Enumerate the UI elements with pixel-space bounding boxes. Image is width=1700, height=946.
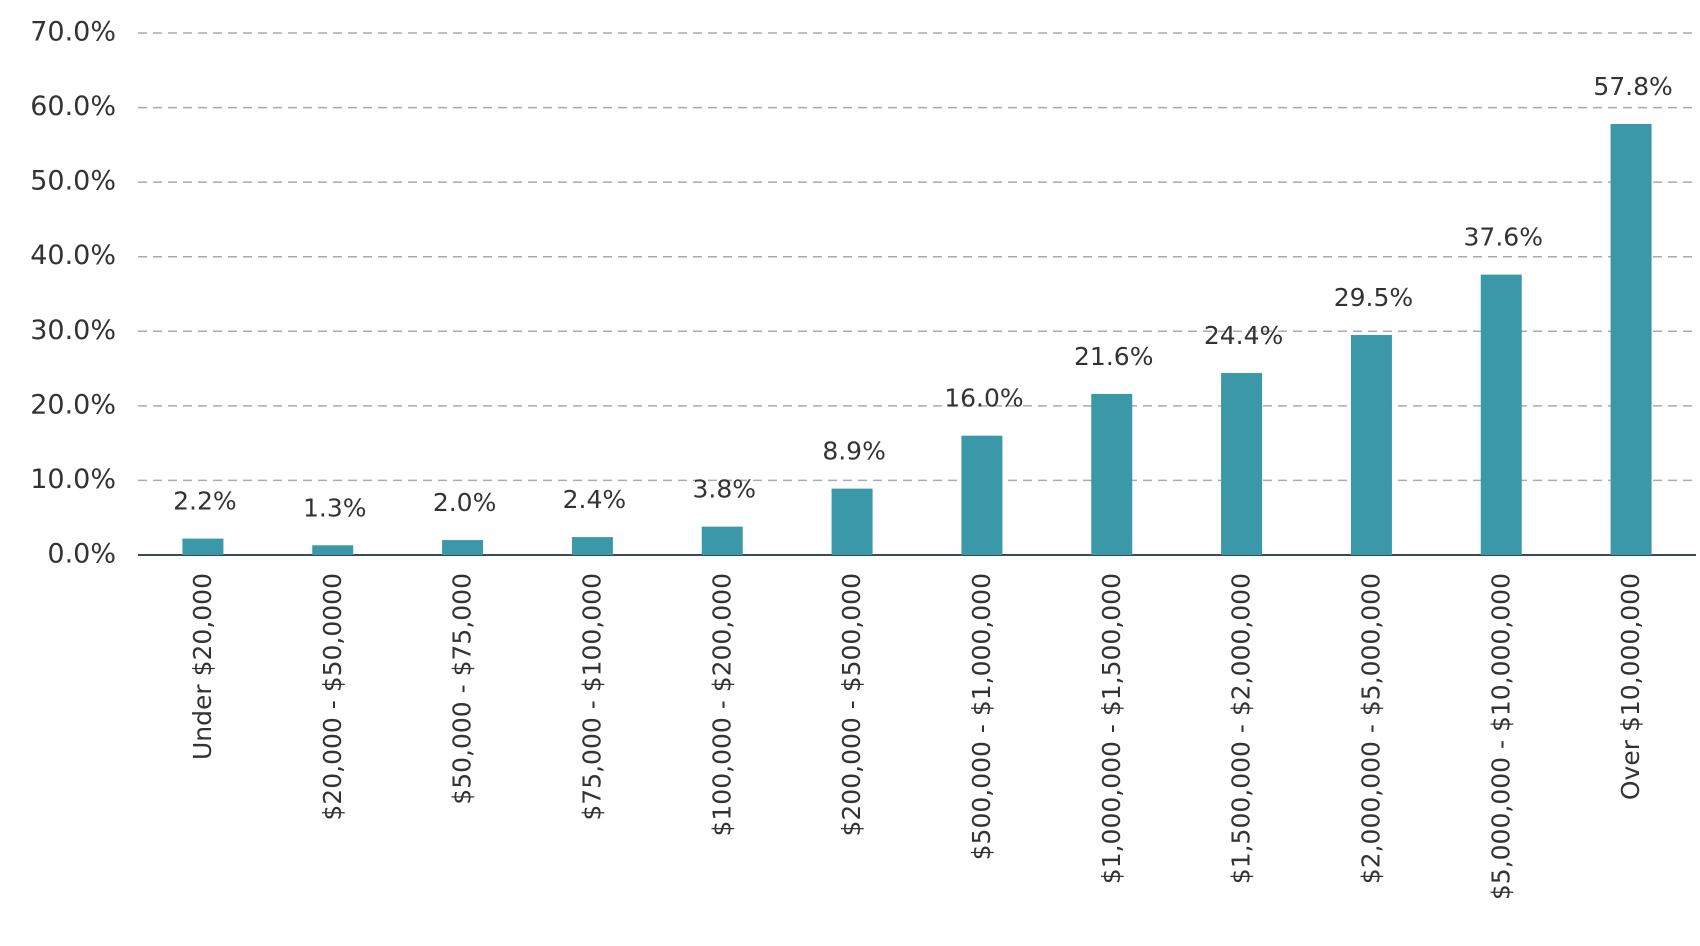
value-label: 37.6% xyxy=(1464,223,1543,252)
bar xyxy=(961,435,1003,555)
y-tick-label: 40.0% xyxy=(30,240,116,271)
x-tick-label: $75,000 - $100,000 xyxy=(577,573,606,821)
bar xyxy=(312,545,354,555)
y-tick-label: 30.0% xyxy=(30,315,116,346)
bar xyxy=(442,540,484,555)
x-tick-label: $100,000 - $200,000 xyxy=(707,573,736,837)
value-label: 3.8% xyxy=(692,475,756,504)
x-tick-label: $200,000 - $500,000 xyxy=(837,573,866,837)
y-tick-label: 70.0% xyxy=(30,17,116,48)
bar xyxy=(1221,373,1263,555)
value-label: 2.0% xyxy=(433,488,497,517)
y-tick-label: 20.0% xyxy=(30,389,116,420)
value-label: 1.3% xyxy=(303,493,367,522)
y-tick-label: 60.0% xyxy=(30,91,116,122)
bar xyxy=(1480,274,1522,555)
x-tick-label: $5,000,000 - $10,000,000 xyxy=(1486,573,1515,900)
value-label: 57.8% xyxy=(1593,72,1672,101)
y-tick-label: 50.0% xyxy=(30,166,116,197)
value-label: 29.5% xyxy=(1334,283,1413,312)
value-label: 8.9% xyxy=(822,437,886,466)
x-tick-label: $1,000,000 - $1,500,000 xyxy=(1097,573,1126,884)
value-label: 21.6% xyxy=(1074,342,1153,371)
x-tick-label: $2,000,000 - $5,000,000 xyxy=(1356,573,1385,884)
x-tick-label: $1,500,000 - $2,000,000 xyxy=(1227,573,1256,884)
x-tick-label: $20,000 - $50,0000 xyxy=(318,573,347,821)
x-tick-label: Over $10,000,000 xyxy=(1616,573,1645,800)
bar xyxy=(571,537,613,555)
bar xyxy=(831,488,873,555)
value-label: 24.4% xyxy=(1204,321,1283,350)
bar xyxy=(701,526,743,555)
x-tick-label: $50,000 - $75,000 xyxy=(448,573,477,805)
bar xyxy=(1610,123,1652,555)
value-label: 16.0% xyxy=(944,384,1023,413)
x-tick-label: $500,000 - $1,000,000 xyxy=(967,573,996,860)
bar xyxy=(1091,393,1133,555)
x-tick-label: Under $20,000 xyxy=(188,573,217,760)
bar xyxy=(1350,335,1392,555)
value-label: 2.4% xyxy=(563,485,627,514)
y-tick-label: 0.0% xyxy=(47,539,116,570)
value-label: 2.2% xyxy=(173,487,237,516)
y-tick-label: 10.0% xyxy=(30,464,116,495)
bar xyxy=(182,538,224,555)
